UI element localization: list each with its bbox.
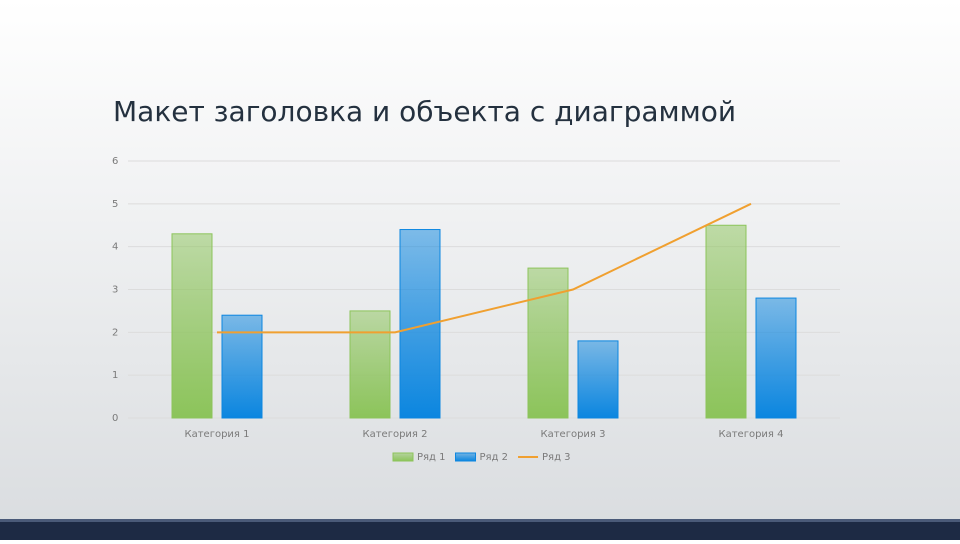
footer-band	[0, 519, 960, 540]
x-tick-label: Категория 2	[363, 429, 428, 440]
bar	[705, 224, 747, 419]
legend-swatch	[392, 452, 414, 462]
legend-label: Ряд 3	[542, 452, 571, 463]
x-tick-label: Категория 1	[185, 429, 250, 440]
y-tick-label: 1	[112, 370, 118, 381]
chart-title: Макет заголовка и объекта с диаграммой	[113, 95, 736, 128]
y-tick-label: 0	[112, 413, 118, 424]
legend-label: Ряд 1	[417, 452, 446, 463]
footer-strip	[0, 519, 960, 522]
y-tick-label: 5	[112, 199, 118, 210]
x-tick-label: Категория 4	[719, 429, 784, 440]
bar	[349, 310, 391, 419]
line	[217, 202, 752, 334]
bar	[755, 297, 797, 419]
y-tick-label: 4	[112, 242, 118, 253]
legend-label: Ряд 2	[480, 452, 509, 463]
legend-swatch	[455, 452, 477, 462]
bar	[171, 233, 213, 419]
bar	[527, 267, 569, 419]
y-tick-label: 3	[112, 285, 118, 296]
y-tick-label: 6	[112, 156, 118, 167]
bar	[221, 314, 263, 419]
x-tick-label: Категория 3	[541, 429, 606, 440]
bar	[577, 340, 619, 419]
y-tick-label: 2	[112, 327, 118, 338]
